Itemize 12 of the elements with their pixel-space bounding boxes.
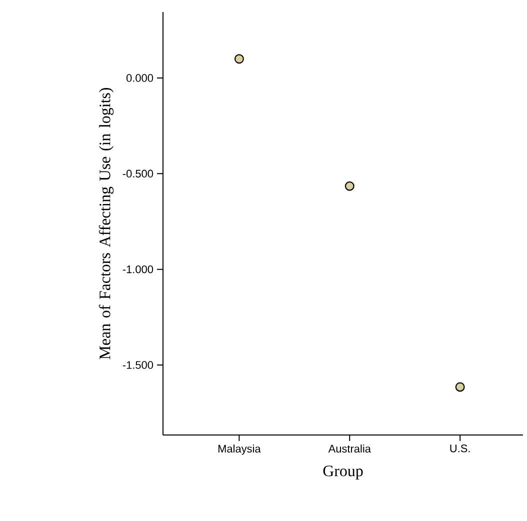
x-axis-title: Group xyxy=(323,466,363,480)
x-tick-label: Australia xyxy=(328,444,371,453)
y-tick-label: -1.000 xyxy=(122,265,154,274)
x-tick-label: U.S. xyxy=(450,444,470,452)
y-tick-label: 0.000 xyxy=(126,74,154,82)
point xyxy=(234,54,244,64)
point xyxy=(344,181,354,191)
y-tick-label: -1.500 xyxy=(122,361,154,369)
y-tick-label: -0.500 xyxy=(122,170,154,178)
y-axis-title: Mean of Factors Affecting Use (in logits) xyxy=(98,88,114,360)
x-tick-label: Malaysia xyxy=(218,444,261,455)
point xyxy=(455,382,465,392)
